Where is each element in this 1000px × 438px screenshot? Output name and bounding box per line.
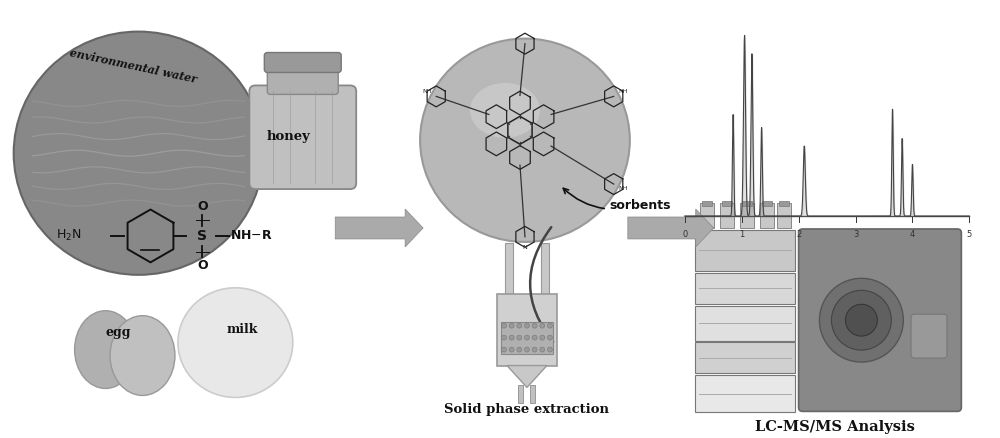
Circle shape: [540, 347, 545, 352]
Text: O: O: [197, 200, 208, 212]
Circle shape: [524, 335, 529, 340]
Text: 0: 0: [682, 230, 687, 239]
Bar: [501, 321, 553, 353]
Ellipse shape: [75, 311, 137, 389]
Text: 4: 4: [910, 230, 915, 239]
Text: 1: 1: [739, 230, 744, 239]
Ellipse shape: [14, 32, 263, 275]
Text: sorbents: sorbents: [563, 188, 671, 212]
Text: egg: egg: [106, 326, 131, 339]
Bar: [740, 203, 754, 228]
Circle shape: [540, 335, 545, 340]
Bar: [695, 230, 795, 271]
Text: NH: NH: [422, 89, 432, 94]
FancyBboxPatch shape: [264, 53, 341, 72]
FancyBboxPatch shape: [267, 67, 338, 95]
Ellipse shape: [470, 83, 540, 138]
Circle shape: [845, 304, 877, 336]
Circle shape: [501, 347, 506, 352]
Text: NH: NH: [618, 186, 628, 191]
Bar: [518, 385, 523, 403]
Circle shape: [532, 323, 537, 328]
Circle shape: [532, 347, 537, 352]
Text: NH$-$R: NH$-$R: [230, 230, 273, 243]
Text: NH: NH: [618, 89, 628, 94]
Circle shape: [524, 347, 529, 352]
Bar: [497, 294, 557, 366]
Circle shape: [509, 335, 514, 340]
Bar: [700, 203, 714, 228]
Bar: [695, 375, 795, 413]
Text: N: N: [523, 244, 527, 250]
Bar: [760, 203, 774, 228]
Polygon shape: [507, 366, 547, 388]
Bar: [742, 201, 752, 206]
Text: $\rm H_2N$: $\rm H_2N$: [56, 228, 81, 244]
Circle shape: [509, 347, 514, 352]
Circle shape: [517, 323, 522, 328]
Bar: [541, 243, 549, 298]
Bar: [762, 201, 772, 206]
Bar: [722, 201, 732, 206]
Circle shape: [540, 323, 545, 328]
Bar: [779, 201, 789, 206]
Bar: [505, 243, 513, 298]
FancyArrowPatch shape: [530, 227, 553, 342]
Ellipse shape: [110, 316, 175, 396]
Text: milk: milk: [227, 323, 258, 336]
Circle shape: [517, 335, 522, 340]
Circle shape: [831, 290, 891, 350]
FancyArrow shape: [628, 209, 714, 247]
Bar: [695, 272, 795, 304]
Bar: [720, 203, 734, 228]
Ellipse shape: [420, 39, 630, 242]
FancyArrow shape: [335, 209, 423, 247]
Ellipse shape: [178, 288, 293, 397]
FancyBboxPatch shape: [911, 314, 947, 358]
Circle shape: [819, 278, 903, 362]
Text: 5: 5: [967, 230, 972, 239]
Circle shape: [547, 323, 552, 328]
Text: S: S: [197, 229, 207, 243]
Circle shape: [501, 323, 506, 328]
Circle shape: [509, 323, 514, 328]
Circle shape: [532, 335, 537, 340]
Text: 2: 2: [796, 230, 801, 239]
Text: honey: honey: [266, 130, 310, 143]
Circle shape: [501, 335, 506, 340]
Bar: [702, 201, 712, 206]
Circle shape: [524, 323, 529, 328]
Bar: [530, 385, 535, 403]
FancyBboxPatch shape: [249, 85, 356, 189]
Text: Solid phase extraction: Solid phase extraction: [444, 403, 609, 416]
Bar: [685, 32, 969, 216]
Circle shape: [517, 347, 522, 352]
Text: 3: 3: [853, 230, 858, 239]
FancyBboxPatch shape: [799, 229, 961, 411]
Bar: [695, 343, 795, 374]
Circle shape: [547, 335, 552, 340]
Text: O: O: [197, 259, 208, 272]
Bar: [695, 306, 795, 341]
Text: environmental water: environmental water: [69, 47, 198, 85]
Bar: [777, 203, 791, 228]
Circle shape: [547, 347, 552, 352]
Text: LC-MS/MS Analysis: LC-MS/MS Analysis: [755, 420, 914, 434]
